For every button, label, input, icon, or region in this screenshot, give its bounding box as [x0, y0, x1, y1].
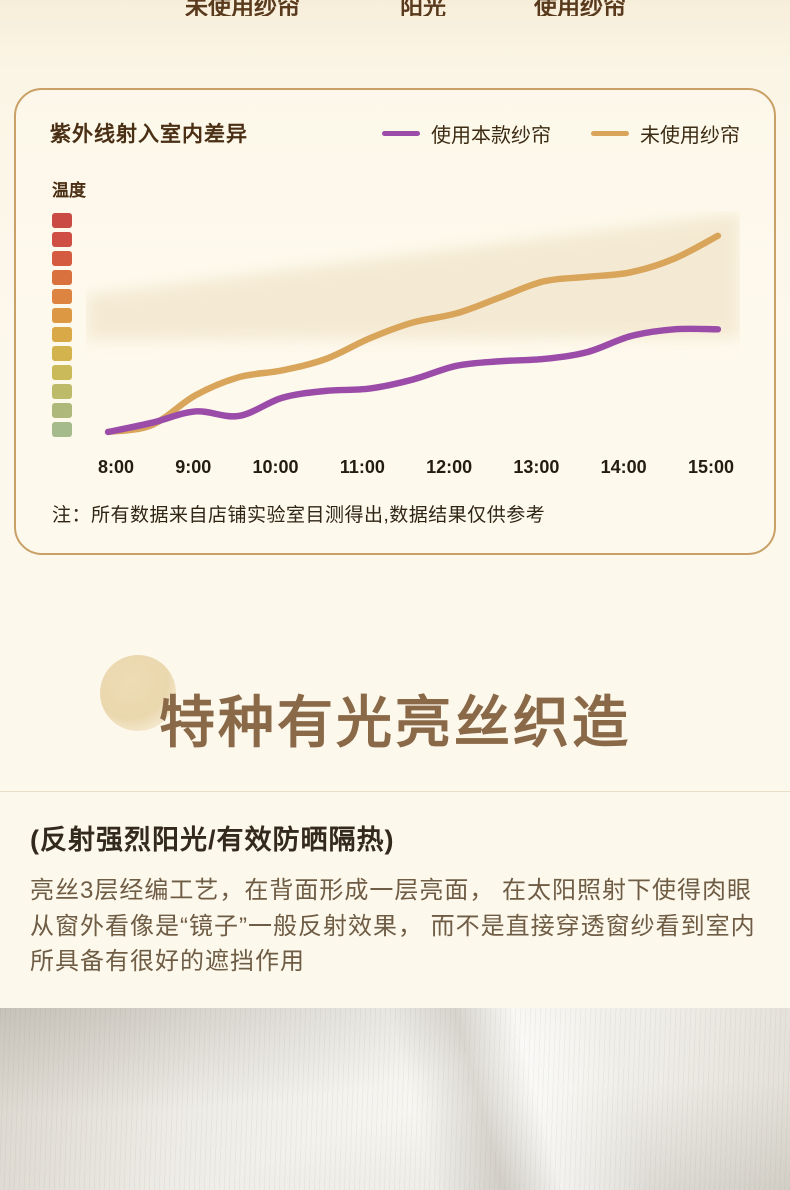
temperature-scale-block — [52, 384, 72, 399]
temperature-scale-block — [52, 308, 72, 323]
cropped-text-left: 未使用纱帘 — [185, 0, 300, 16]
legend-swatch-gold-icon — [591, 130, 629, 136]
chart-disclaimer-note: 注：所有数据来自店铺实验室目测得出,数据结果仅供参考 — [52, 505, 546, 526]
temperature-scale-block — [52, 365, 72, 380]
legend-label-without-curtain: 未使用纱帘 — [640, 124, 740, 147]
temperature-scale-block — [52, 232, 72, 247]
highlight-band — [86, 212, 740, 340]
chart-legend: 使用本款纱帘 未使用纱帘 — [382, 119, 740, 148]
cropped-text-right: 使用纱帘 — [534, 0, 626, 16]
uv-chart-card: 紫外线射入室内差异 使用本款纱帘 未使用纱帘 温度 — [14, 88, 776, 555]
line-chart-plot — [86, 212, 740, 436]
chart-area — [50, 211, 740, 449]
section-subtitle: (反射强烈阳光/有效防晒隔热) — [30, 825, 395, 855]
x-axis-tick-label: 15:00 — [687, 457, 734, 477]
x-axis-tick-label: 8:00 — [98, 457, 135, 477]
x-axis-tick-label: 10:00 — [252, 457, 299, 477]
chart-header: 紫外线射入室内差异 使用本款纱帘 未使用纱帘 — [50, 118, 740, 148]
temperature-scale-block — [52, 270, 72, 285]
x-axis-tick-label: 12:00 — [426, 457, 473, 477]
chart-line-未使用纱帘 — [104, 232, 722, 436]
temperature-scale-block — [52, 422, 72, 437]
section-divider — [0, 791, 790, 792]
chart-line-使用本款纱帘 — [104, 325, 722, 436]
temperature-scale-block — [52, 251, 72, 266]
temperature-scale-block — [52, 403, 72, 418]
legend-item-with-curtain: 使用本款纱帘 — [382, 119, 551, 148]
legend-swatch-purple-icon — [382, 130, 420, 136]
top-cropped-legend-row: 未使用纱帘 阳光 使用纱帘 — [0, 0, 790, 16]
section-title: 特种有光亮丝织造 — [159, 693, 631, 755]
temperature-scale-block — [52, 289, 72, 304]
temperature-scale-block — [52, 213, 72, 228]
fabric-photo — [0, 1008, 790, 1190]
x-axis-tick-label: 9:00 — [175, 457, 212, 477]
x-axis-tick-label: 14:00 — [600, 457, 647, 477]
title-accent-circle — [100, 655, 176, 731]
x-axis-tick-label: 13:00 — [513, 457, 560, 477]
cropped-text-mid: 阳光 — [400, 0, 446, 16]
temperature-color-scale — [52, 213, 72, 437]
x-axis-labels: 8:00 9:00 10:00 11:00 12:00 13:00 14:00 15:00 — [98, 457, 734, 478]
legend-item-without-curtain: 未使用纱帘 — [591, 119, 740, 148]
section-body-text: 亮丝3层经编工艺，在背面形成一层亮面， 在太阳照射下使得肉眼从窗外看像是“镜子”… — [30, 877, 756, 976]
temperature-scale-block — [52, 327, 72, 342]
legend-label-with-curtain: 使用本款纱帘 — [431, 124, 551, 147]
temperature-scale-block — [52, 346, 72, 361]
section-title-block: 特种有光亮丝织造 — [0, 655, 790, 767]
chart-title: 紫外线射入室内差异 — [50, 123, 248, 146]
x-axis-tick-label: 11:00 — [339, 457, 385, 477]
y-axis-label: 温度 — [52, 181, 86, 200]
